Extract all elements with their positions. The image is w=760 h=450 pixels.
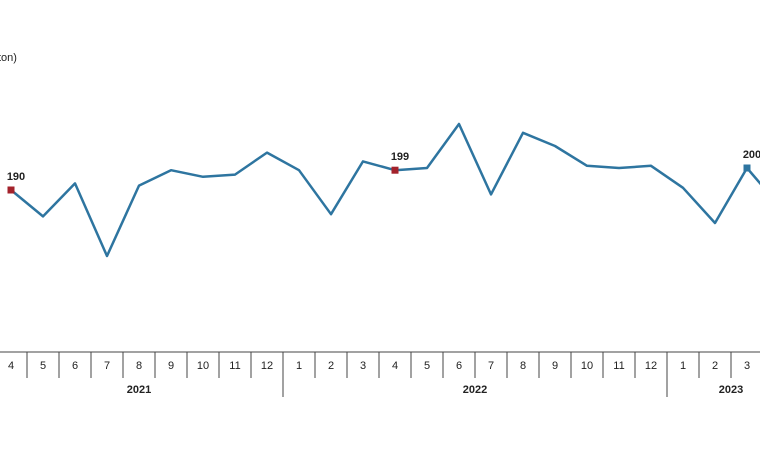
x-tick-label: 8 bbox=[136, 360, 142, 372]
x-tick-label: 7 bbox=[488, 360, 494, 372]
series-line bbox=[10, 122, 760, 258]
x-tick-label: 6 bbox=[72, 360, 78, 372]
x-tick-label: 10 bbox=[197, 360, 209, 372]
value-label: 190 bbox=[7, 171, 25, 183]
x-tick-label: 12 bbox=[261, 360, 273, 372]
unit-label: ton) bbox=[0, 52, 17, 64]
x-tick-label: 1 bbox=[680, 360, 686, 372]
x-tick-label: 9 bbox=[552, 360, 558, 372]
year-label: 2021 bbox=[127, 384, 151, 396]
point-marker bbox=[391, 166, 399, 174]
x-tick-label: 11 bbox=[229, 360, 240, 372]
x-tick-label: 12 bbox=[645, 360, 657, 372]
year-label: 2023 bbox=[719, 384, 743, 396]
x-tick-label: 1 bbox=[296, 360, 302, 372]
x-tick-label: 4 bbox=[8, 360, 14, 372]
x-tick-label: 2 bbox=[328, 360, 334, 372]
x-tick-label: 4 bbox=[392, 360, 398, 372]
x-tick-label: 9 bbox=[168, 360, 174, 372]
x-tick-label: 3 bbox=[744, 360, 750, 372]
x-tick-label: 6 bbox=[456, 360, 462, 372]
x-tick-label: 10 bbox=[581, 360, 593, 372]
x-tick-label: 7 bbox=[104, 360, 110, 372]
x-tick-label: 3 bbox=[360, 360, 366, 372]
point-marker bbox=[743, 164, 751, 172]
year-label: 2022 bbox=[463, 384, 487, 396]
x-tick-label: 8 bbox=[520, 360, 526, 372]
x-tick-label: 2 bbox=[712, 360, 718, 372]
value-label: 199 bbox=[391, 151, 409, 163]
value-label: 200 bbox=[743, 149, 760, 161]
point-marker bbox=[7, 186, 15, 194]
x-tick-label: 5 bbox=[424, 360, 430, 372]
x-tick-label: 5 bbox=[40, 360, 46, 372]
x-tick-label: 11 bbox=[613, 360, 624, 372]
